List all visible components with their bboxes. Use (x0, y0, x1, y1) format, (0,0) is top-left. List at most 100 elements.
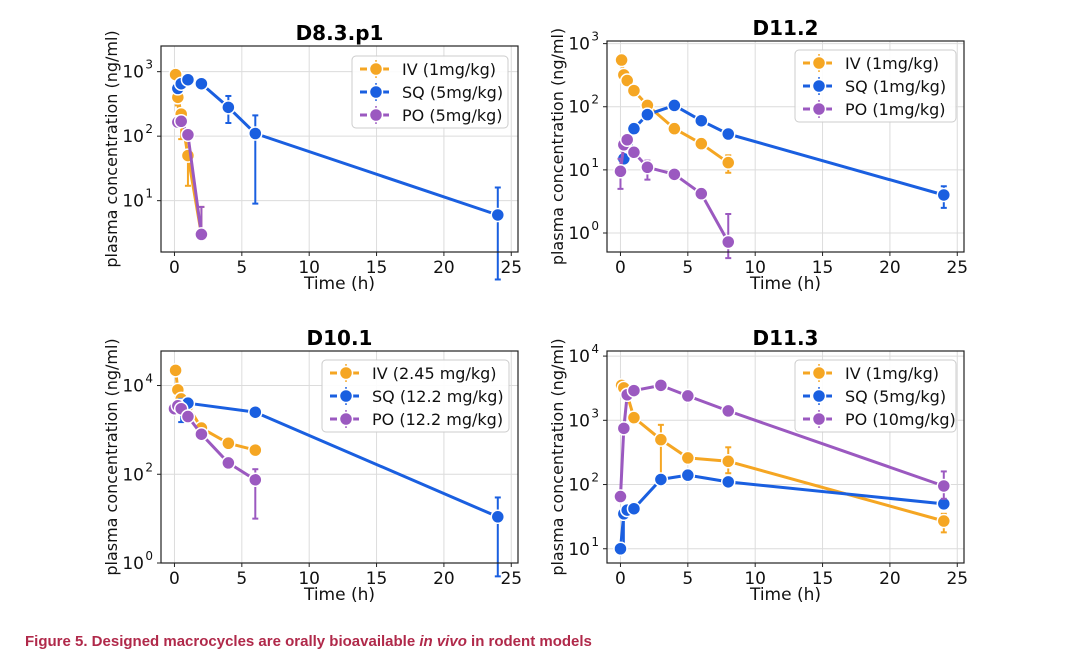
legend-marker (811, 78, 827, 94)
x-tick-label: 5 (682, 258, 693, 278)
caption-prefix: Figure 5. Designed macrocycles are orall… (25, 633, 420, 650)
y-tick-label: 10 (122, 192, 144, 212)
data-point (248, 442, 263, 458)
data-point (667, 98, 682, 113)
y-tick-label: 10 (568, 224, 590, 244)
legend-label: IV (1mg/kg) (402, 60, 496, 79)
plot-frame (606, 350, 965, 564)
data-point (720, 454, 736, 469)
x-tick-label: 25 (946, 569, 968, 589)
data-point (221, 100, 236, 115)
y-tick-exponent: 2 (591, 471, 599, 485)
y-tick-label: 10 (568, 476, 590, 496)
legend: IV (2.45 mg/kg) SQ (12.2 mg/kg) PO (12.2 m… (321, 359, 510, 433)
data-point (667, 121, 682, 136)
legend-marker (338, 365, 354, 381)
data-point (168, 363, 183, 378)
data-point (490, 207, 506, 223)
data-point (194, 227, 209, 242)
data-point (626, 383, 642, 398)
data-point (613, 541, 628, 557)
x-tick-label: 20 (879, 258, 901, 278)
y-tick-exponent: 3 (591, 30, 599, 44)
data-point (694, 186, 709, 201)
x-axis-label: Time (h) (749, 585, 821, 605)
legend-label: SQ (1mg/kg) (845, 77, 946, 96)
y-tick-label: 10 (568, 161, 590, 181)
x-tick-label: 20 (879, 569, 901, 589)
y-tick-exponent: 3 (591, 406, 599, 420)
series-sq (170, 72, 506, 281)
y-tick-label: 10 (122, 63, 144, 83)
legend: IV (1mg/kg) SQ (5mg/kg) PO (10mg/kg) (794, 359, 957, 433)
x-tick-label: 25 (946, 258, 968, 278)
data-point (626, 83, 642, 98)
legend: IV (1mg/kg) SQ (1mg/kg) PO (1mg/kg) (794, 49, 957, 123)
x-tick-label: 25 (500, 258, 522, 278)
data-point (720, 474, 736, 490)
caption-suffix: in rodent models (466, 633, 592, 650)
legend-label: IV (1mg/kg) (845, 364, 939, 383)
x-tick-label: 0 (615, 569, 626, 589)
y-tick-exponent: 2 (145, 122, 153, 136)
y-tick-exponent: 0 (145, 549, 153, 563)
legend-label: IV (2.45 mg/kg) (372, 364, 497, 383)
data-point (653, 378, 669, 393)
legend-label: SQ (12.2 mg/kg) (372, 387, 504, 406)
series-po (613, 378, 952, 504)
data-point (194, 426, 209, 442)
y-tick-exponent: 1 (145, 187, 153, 201)
legend-box (794, 49, 957, 123)
data-point (694, 113, 709, 128)
legend-marker (811, 365, 827, 381)
data-point (680, 388, 696, 404)
y-tick-label: 10 (122, 127, 144, 147)
series-po (613, 132, 736, 260)
data-point (720, 403, 736, 419)
data-point (221, 436, 236, 451)
data-point (613, 489, 628, 504)
caption-italic: in vivo (419, 633, 467, 650)
y-tick-label: 10 (122, 377, 144, 397)
y-tick-exponent: 1 (591, 535, 599, 549)
chart-title: D11.3 (753, 326, 819, 350)
x-tick-label: 20 (433, 258, 455, 278)
chart-title: D10.1 (307, 326, 373, 350)
legend-label: IV (1mg/kg) (845, 54, 939, 73)
series-iv (614, 52, 736, 174)
data-point (640, 160, 655, 175)
legend-marker (811, 411, 827, 427)
x-tick-label: 0 (615, 258, 626, 278)
x-tick-label: 10 (298, 569, 320, 589)
data-point (616, 421, 632, 436)
y-tick-label: 10 (568, 347, 590, 367)
x-tick-label: 5 (682, 569, 693, 589)
legend-marker (368, 107, 384, 123)
x-tick-label: 15 (812, 569, 834, 589)
series-po (170, 114, 209, 242)
data-point (680, 450, 696, 466)
data-point (626, 121, 642, 136)
x-tick-label: 10 (298, 258, 320, 278)
legend-marker (811, 55, 827, 71)
x-axis-label: Time (h) (303, 274, 375, 294)
legend-marker (368, 84, 384, 100)
legend-marker (811, 388, 827, 404)
chart-title: D8.3.p1 (296, 21, 384, 45)
y-tick-label: 10 (568, 411, 590, 431)
x-tick-label: 20 (433, 569, 455, 589)
data-point (614, 52, 629, 68)
x-tick-label: 0 (169, 569, 180, 589)
y-axis-label: plasma concentration (ng/ml) (102, 30, 121, 267)
data-point (640, 107, 655, 122)
y-tick-exponent: 3 (145, 58, 153, 72)
data-point (248, 472, 263, 488)
data-point (667, 167, 682, 182)
plot-frame (160, 350, 519, 564)
plot-frame (606, 40, 965, 253)
legend-label: PO (10mg/kg) (845, 410, 956, 429)
x-axis-label: Time (h) (303, 585, 375, 605)
